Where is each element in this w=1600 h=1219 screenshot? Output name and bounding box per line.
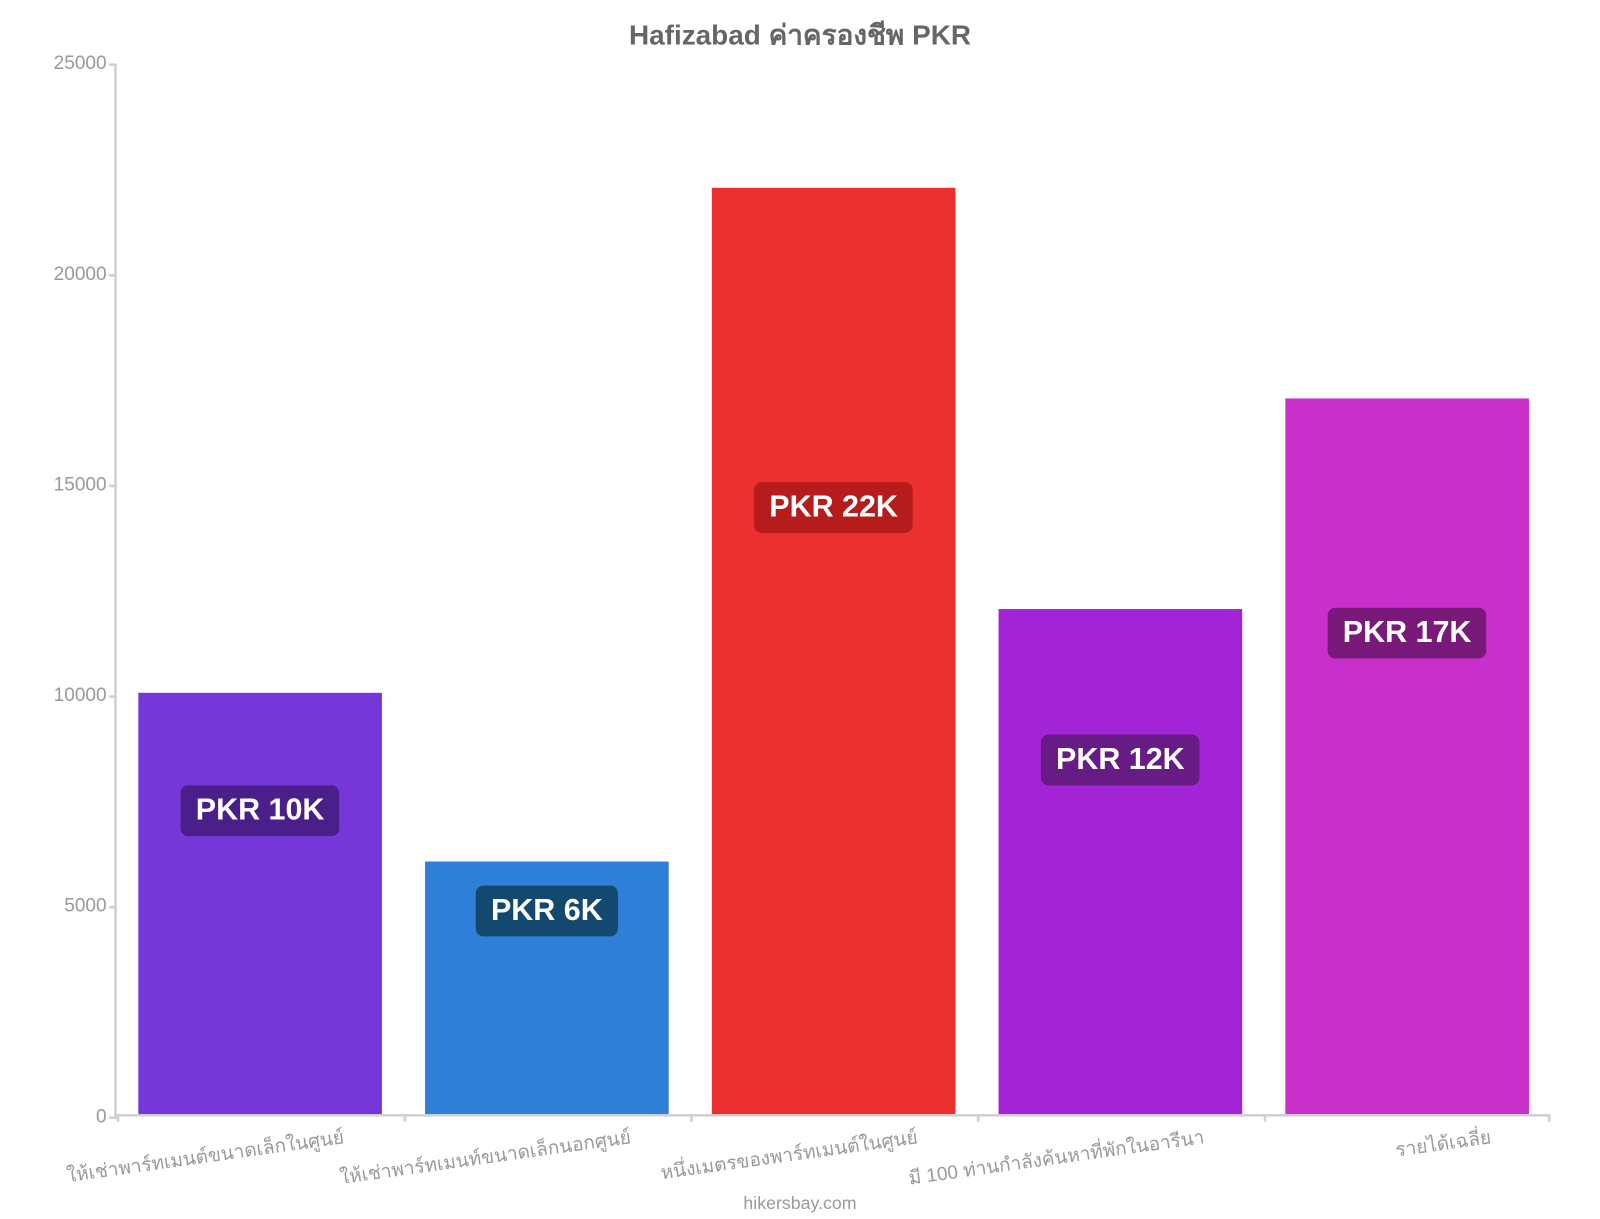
y-tick-label: 5000 — [64, 895, 106, 917]
y-tick-label: 0 — [96, 1106, 107, 1128]
bar: PKR 12K — [998, 609, 1242, 1114]
bar-value-label: PKR 10K — [181, 785, 340, 836]
y-tick-label: 25000 — [54, 53, 107, 75]
source-footer: hikersbay.com — [0, 1193, 1600, 1213]
y-axis: 0500010000150002000025000 — [0, 63, 114, 1116]
y-tick-mark — [109, 906, 117, 909]
x-axis: ให้เช่าพาร์ทเมนต์ขนาดเล็กในศูนย์ให้เช่าพ… — [114, 1117, 1548, 1193]
bar-value-label: PKR 6K — [476, 886, 618, 937]
x-tick-label: รายได้เฉลี่ย — [1393, 1122, 1493, 1166]
x-tick-mark — [1548, 1114, 1551, 1122]
bar-value-label: PKR 17K — [1328, 608, 1487, 659]
plot-area: PKR 10K PKR 6K PKR 22K PKR 12K PKR 17K — [114, 63, 1548, 1116]
y-tick-label: 10000 — [54, 685, 107, 707]
x-tick-label: มี 100 ท่านกำลังค้นหาที่พักในอารีนา — [906, 1122, 1206, 1194]
x-tick-label: ให้เช่าพาร์ทเมนต์ขนาดเล็กในศูนย์ — [65, 1122, 346, 1191]
y-tick-label: 15000 — [54, 474, 107, 496]
bar: PKR 10K — [138, 693, 382, 1114]
chart-container: Hafizabad ค่าครองชีพ PKR 0 5000 10000 15000… — [0, 0, 1600, 1219]
y-tick-mark — [109, 485, 117, 488]
bar-value-label: PKR 22K — [754, 482, 913, 533]
x-tick-label: ให้เช่าพาร์ทเมนท์ขนาดเล็กนอกศูนย์ — [338, 1122, 633, 1193]
chart-title: Hafizabad ค่าครองชีพ PKR — [0, 13, 1600, 57]
y-tick-mark — [109, 274, 117, 277]
y-tick-mark — [109, 63, 117, 66]
bar-value-label: PKR 12K — [1041, 735, 1200, 786]
y-tick-label: 20000 — [54, 263, 107, 285]
bar: PKR 6K — [425, 861, 669, 1114]
y-tick-mark — [109, 695, 117, 698]
x-tick-label: หนึ่งเมตรของพาร์ทเมนต์ในศูนย์ — [658, 1122, 919, 1188]
bar: PKR 22K — [712, 187, 956, 1114]
bar: PKR 17K — [1285, 398, 1529, 1114]
